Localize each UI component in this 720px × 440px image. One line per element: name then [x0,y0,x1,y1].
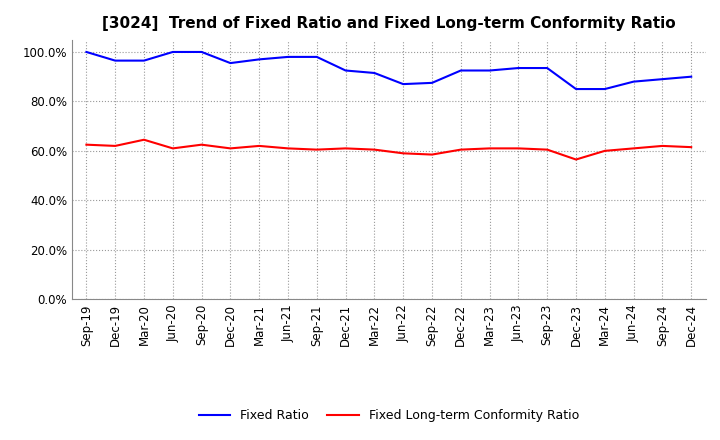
Fixed Long-term Conformity Ratio [543,147,552,152]
Fixed Ratio [226,60,235,66]
Title: [3024]  Trend of Fixed Ratio and Fixed Long-term Conformity Ratio: [3024] Trend of Fixed Ratio and Fixed Lo… [102,16,675,32]
Fixed Ratio [111,58,120,63]
Fixed Long-term Conformity Ratio [168,146,177,151]
Fixed Ratio [687,74,696,79]
Fixed Long-term Conformity Ratio [456,147,465,152]
Fixed Long-term Conformity Ratio [687,144,696,150]
Fixed Long-term Conformity Ratio [485,146,494,151]
Fixed Long-term Conformity Ratio [658,143,667,149]
Fixed Long-term Conformity Ratio [514,146,523,151]
Fixed Ratio [456,68,465,73]
Fixed Ratio [629,79,638,84]
Fixed Long-term Conformity Ratio [140,137,148,143]
Fixed Ratio [255,57,264,62]
Fixed Ratio [399,81,408,87]
Fixed Ratio [82,49,91,55]
Fixed Ratio [197,49,206,55]
Fixed Ratio [658,77,667,82]
Fixed Ratio [600,86,609,92]
Fixed Ratio [428,80,436,85]
Line: Fixed Long-term Conformity Ratio: Fixed Long-term Conformity Ratio [86,140,691,160]
Fixed Long-term Conformity Ratio [255,143,264,149]
Fixed Ratio [341,68,350,73]
Fixed Ratio [572,86,580,92]
Fixed Ratio [543,66,552,71]
Fixed Long-term Conformity Ratio [111,143,120,149]
Fixed Long-term Conformity Ratio [82,142,91,147]
Fixed Long-term Conformity Ratio [629,146,638,151]
Fixed Long-term Conformity Ratio [341,146,350,151]
Fixed Long-term Conformity Ratio [428,152,436,157]
Fixed Ratio [485,68,494,73]
Fixed Long-term Conformity Ratio [600,148,609,154]
Fixed Ratio [514,66,523,71]
Fixed Ratio [284,54,292,59]
Fixed Long-term Conformity Ratio [197,142,206,147]
Fixed Long-term Conformity Ratio [226,146,235,151]
Legend: Fixed Ratio, Fixed Long-term Conformity Ratio: Fixed Ratio, Fixed Long-term Conformity … [194,404,584,427]
Fixed Ratio [140,58,148,63]
Fixed Long-term Conformity Ratio [399,150,408,156]
Fixed Long-term Conformity Ratio [284,146,292,151]
Fixed Ratio [168,49,177,55]
Fixed Long-term Conformity Ratio [370,147,379,152]
Fixed Long-term Conformity Ratio [312,147,321,152]
Fixed Long-term Conformity Ratio [572,157,580,162]
Line: Fixed Ratio: Fixed Ratio [86,52,691,89]
Fixed Ratio [312,54,321,59]
Fixed Ratio [370,70,379,76]
